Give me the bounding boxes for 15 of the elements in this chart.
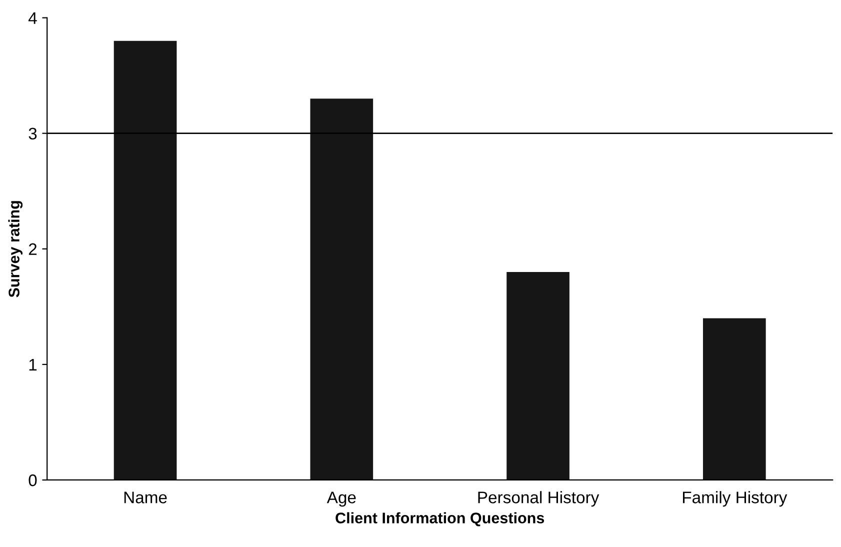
x-tick-label: Name xyxy=(124,492,167,504)
bar xyxy=(310,98,374,480)
y-tick-label: 0 xyxy=(28,474,37,486)
bar xyxy=(114,40,177,480)
x-tick-label: Personal History xyxy=(478,491,600,507)
x-tick-label: Family History xyxy=(682,491,788,507)
y-tick-label: 1 xyxy=(29,359,37,370)
y-tick-label: 4 xyxy=(28,12,37,24)
y-tick-label: 3 xyxy=(28,128,37,140)
y-tick-label: 2 xyxy=(28,243,37,255)
x-axis-title: Client Information Questions xyxy=(336,512,544,526)
bar xyxy=(506,272,570,480)
bar xyxy=(702,318,766,480)
y-axis-title: Survey rating xyxy=(8,201,23,298)
x-tick-label: Age xyxy=(326,492,356,507)
